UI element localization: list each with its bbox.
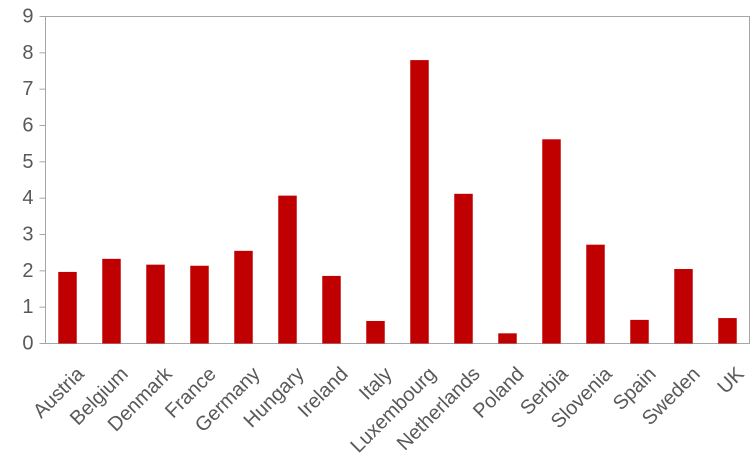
bar-sweden: [674, 269, 693, 344]
bar-hungary: [278, 195, 297, 344]
y-tick-label: 8: [22, 42, 33, 64]
bar-uk: [718, 318, 737, 344]
y-tick-label: 5: [22, 151, 33, 173]
x-axis-labels: AustriaBelgiumDenmarkFranceGermanyHungar…: [29, 362, 749, 457]
bar-luxembourg: [410, 60, 429, 344]
y-tick-label: 1: [22, 296, 33, 318]
y-tick-label: 0: [22, 333, 33, 355]
y-tick-label: 3: [22, 224, 33, 246]
y-tick-label: 9: [22, 6, 33, 28]
y-tick-label: 6: [22, 115, 33, 137]
bar-netherlands: [454, 193, 473, 344]
bar-poland: [498, 333, 517, 344]
bar-slovenia: [586, 244, 605, 344]
y-tick-label: 7: [22, 78, 33, 100]
bar-series: [58, 60, 737, 344]
bar-serbia: [542, 139, 561, 344]
bar-belgium: [102, 258, 121, 344]
bar-ireland: [322, 275, 341, 344]
y-tick-label: 2: [22, 260, 33, 282]
bar-spain: [630, 319, 649, 344]
bar-germany: [234, 250, 253, 344]
bar-austria: [58, 271, 77, 344]
plot-frame: [45, 16, 750, 344]
x-tick-label: Ireland: [294, 363, 353, 422]
bar-france: [190, 265, 209, 344]
y-tick-label: 4: [22, 187, 33, 209]
bar-denmark: [146, 264, 165, 344]
x-tick-label: UK: [713, 363, 749, 399]
bar-italy: [366, 320, 385, 344]
y-axis-ticks: 0 1 2 3 4 5 6 7 8 9: [22, 6, 46, 355]
